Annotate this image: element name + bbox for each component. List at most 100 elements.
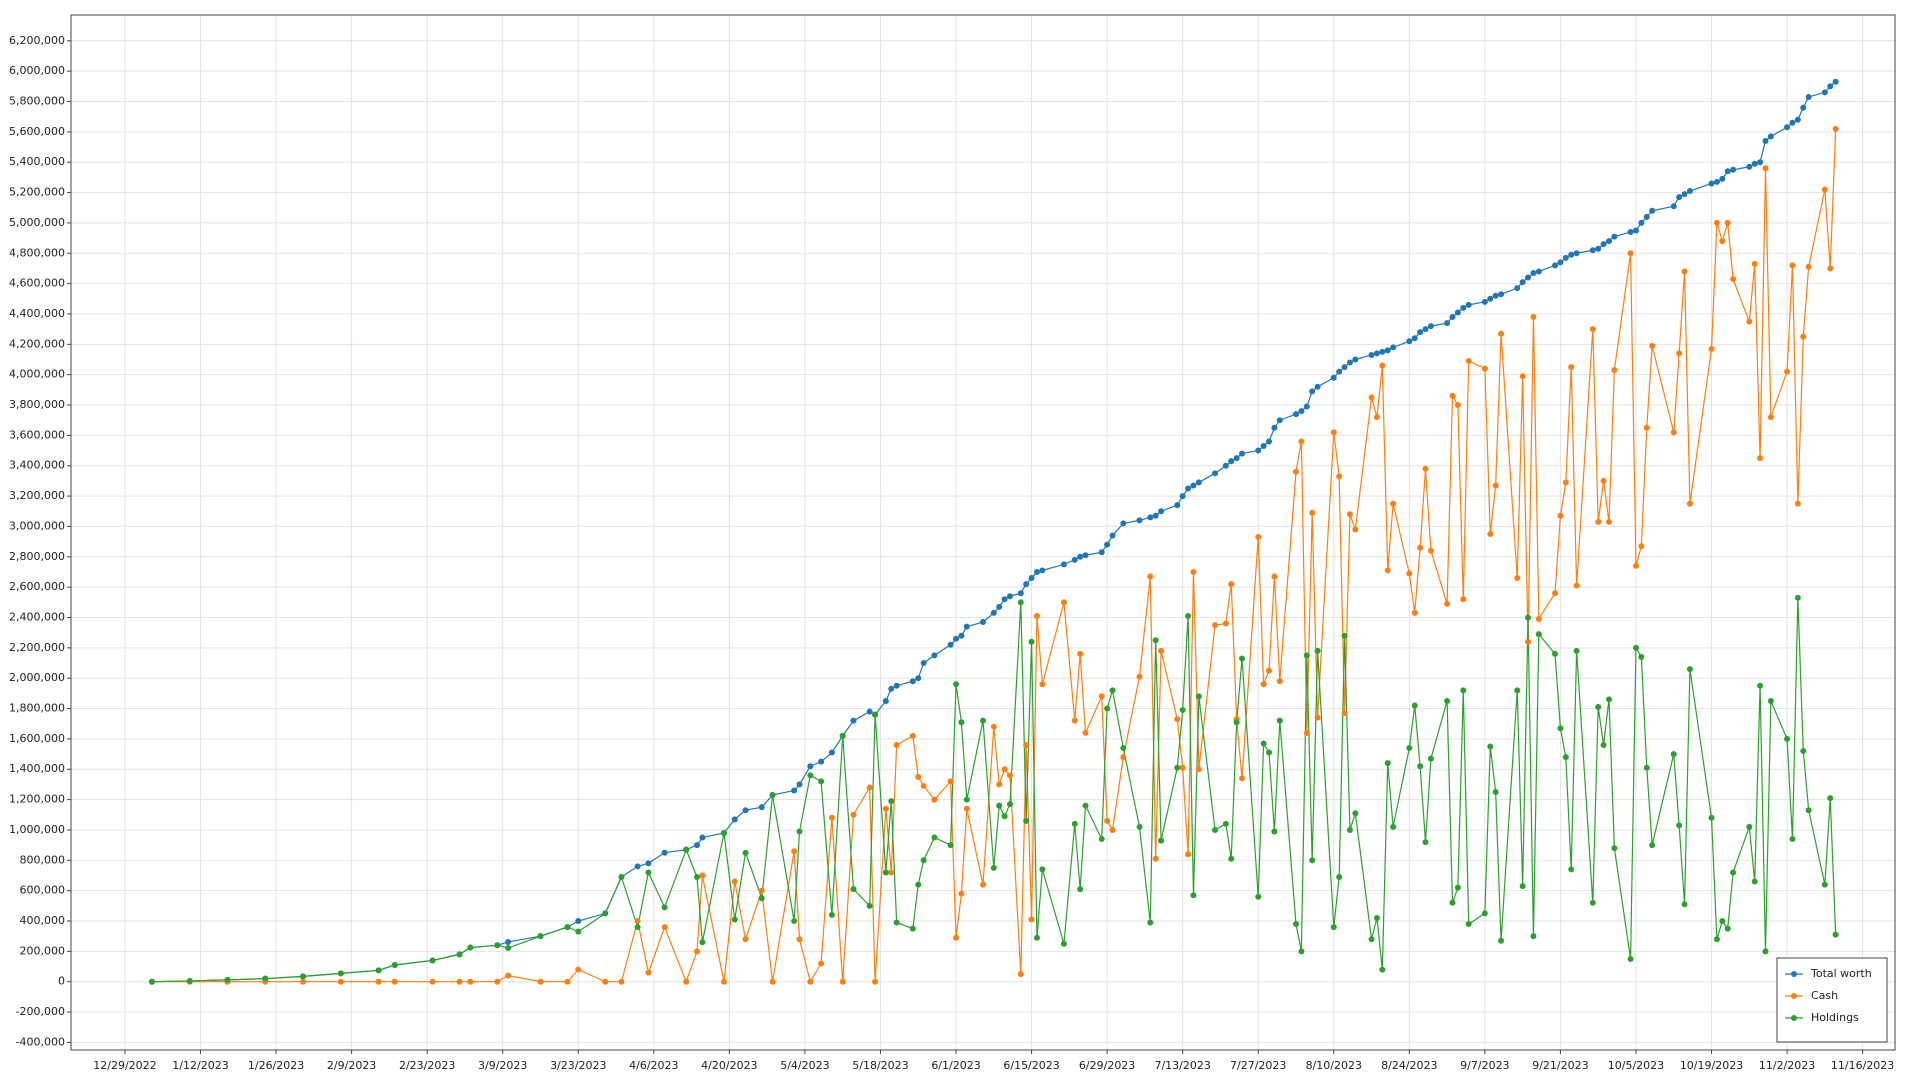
data-point	[996, 781, 1003, 788]
y-tick-label: 4,600,000	[9, 277, 65, 290]
x-tick-label: 11/2/2023	[1759, 1059, 1815, 1072]
y-tick-label: 6,200,000	[9, 34, 65, 47]
x-tick-label: 10/19/2023	[1680, 1059, 1743, 1072]
data-point	[1686, 500, 1693, 507]
data-point	[1552, 262, 1559, 269]
data-point	[909, 732, 916, 739]
data-point	[1266, 438, 1273, 445]
y-tick-label: 800,000	[20, 853, 66, 866]
data-point	[467, 944, 474, 951]
data-point	[429, 957, 436, 964]
y-tick-label: -400,000	[16, 1035, 65, 1048]
data-point	[953, 934, 960, 941]
x-tick-label: 5/18/2023	[852, 1059, 908, 1072]
x-tick-label: 12/29/2022	[93, 1059, 156, 1072]
data-point	[1417, 763, 1424, 770]
data-point	[742, 807, 749, 814]
data-point	[963, 805, 970, 812]
data-point	[602, 910, 609, 917]
data-point	[1346, 826, 1353, 833]
data-point	[1346, 359, 1353, 366]
data-point	[839, 732, 846, 739]
data-point	[850, 717, 857, 724]
data-point	[1309, 388, 1316, 395]
data-point	[888, 869, 895, 876]
data-point	[1498, 330, 1505, 337]
data-point	[1821, 881, 1828, 888]
data-point	[1098, 693, 1105, 700]
data-point	[1039, 567, 1046, 574]
data-point	[1212, 470, 1219, 477]
data-point	[1190, 482, 1197, 489]
data-point	[1309, 857, 1316, 864]
data-point	[645, 969, 652, 976]
data-point	[796, 781, 803, 788]
data-point	[1730, 869, 1737, 876]
data-point	[1228, 581, 1235, 588]
data-point	[1109, 826, 1116, 833]
data-point	[1832, 78, 1839, 85]
data-point	[996, 603, 1003, 610]
data-point	[1276, 717, 1283, 724]
data-point	[1562, 254, 1569, 261]
legend-marker	[1791, 971, 1797, 977]
data-point	[1519, 883, 1526, 890]
data-point	[1341, 364, 1348, 371]
data-point	[375, 967, 382, 974]
data-point	[1557, 512, 1564, 519]
data-point	[1271, 828, 1278, 835]
data-point	[661, 849, 668, 856]
data-point	[1444, 320, 1451, 327]
data-point	[1562, 479, 1569, 486]
data-point	[1152, 637, 1159, 644]
data-point	[1767, 414, 1774, 421]
data-point	[791, 787, 798, 794]
data-point	[872, 711, 879, 718]
x-tick-label: 1/12/2023	[172, 1059, 228, 1072]
data-point	[699, 939, 706, 946]
data-point	[818, 778, 825, 785]
data-point	[1077, 886, 1084, 893]
data-point	[1120, 754, 1127, 761]
data-point	[1730, 166, 1737, 173]
data-point	[1233, 719, 1240, 726]
x-tick-label: 8/24/2023	[1381, 1059, 1437, 1072]
data-point	[1498, 937, 1505, 944]
data-point	[575, 918, 582, 925]
data-point	[683, 846, 690, 853]
data-point	[882, 697, 889, 704]
y-tick-label: -200,000	[16, 1005, 65, 1018]
data-point	[1649, 207, 1656, 214]
data-point	[758, 887, 765, 894]
data-point	[1638, 653, 1645, 660]
data-point	[1611, 367, 1618, 374]
data-point	[1481, 365, 1488, 372]
data-point	[1589, 326, 1596, 333]
data-point	[1411, 335, 1418, 342]
data-point	[958, 719, 965, 726]
y-tick-label: 1,400,000	[9, 762, 65, 775]
data-point	[1330, 374, 1337, 381]
data-point	[1309, 509, 1316, 516]
y-tick-label: 2,600,000	[9, 580, 65, 593]
axes: -400,000 -200,000 0 200,000 400,000 600,000 80…	[9, 34, 1894, 1072]
data-point	[1465, 301, 1472, 308]
data-point	[1303, 652, 1310, 659]
data-point	[1006, 801, 1013, 808]
data-point	[1028, 638, 1035, 645]
plot-frame	[70, 14, 1896, 1051]
data-point	[1390, 344, 1397, 351]
data-point	[1379, 362, 1386, 369]
data-point	[1595, 704, 1602, 711]
data-point	[872, 978, 879, 985]
data-point	[931, 834, 938, 841]
data-point	[575, 928, 582, 935]
data-point	[1098, 836, 1105, 843]
data-point	[1757, 682, 1764, 689]
data-point	[850, 886, 857, 893]
data-point	[1185, 851, 1192, 858]
data-point	[1487, 743, 1494, 750]
x-tick-label: 9/7/2023	[1460, 1059, 1509, 1072]
data-point	[693, 873, 700, 880]
